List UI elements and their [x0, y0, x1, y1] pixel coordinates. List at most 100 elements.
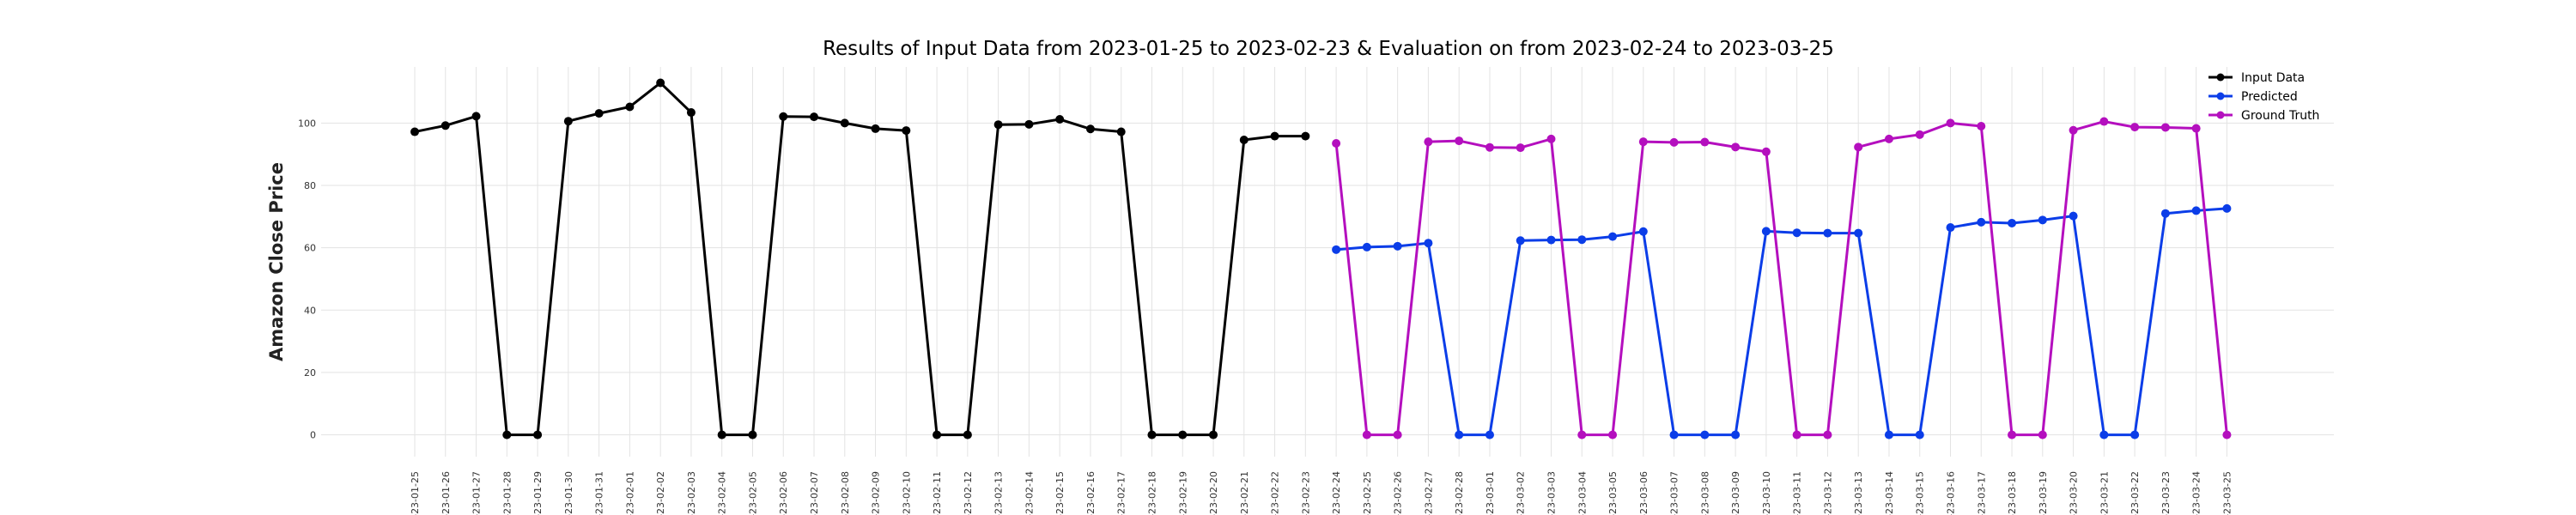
data-point-predicted: [1761, 227, 1771, 236]
x-tick-label: -23-03-11: [1792, 471, 1803, 515]
data-point-input-data: [625, 102, 635, 112]
data-point-predicted: [1546, 235, 1556, 245]
x-tick-label: -23-02-04: [717, 471, 728, 515]
x-tick-label: -23-02-01: [624, 471, 635, 515]
data-point-predicted: [2222, 203, 2232, 213]
x-tick-label: -23-03-23: [2160, 471, 2172, 515]
x-tick-label: -23-02-26: [1393, 471, 1404, 515]
data-point-predicted: [2069, 211, 2078, 221]
data-point-predicted: [1884, 430, 1893, 439]
data-point-ground-truth: [1362, 430, 1371, 439]
chart-title: Results of Input Data from 2023-01-25 to…: [823, 38, 1834, 60]
x-tick-label: -23-02-13: [993, 471, 1005, 515]
x-tick-label: -23-03-09: [1730, 471, 1741, 515]
x-tick-label: -23-02-15: [1054, 471, 1066, 515]
data-point-predicted: [2160, 209, 2170, 218]
data-point-predicted: [1823, 228, 1832, 238]
legend-marker: [2216, 92, 2225, 100]
legend-item-input-data: Input Data: [2208, 71, 2305, 85]
data-point-predicted: [1362, 242, 1371, 251]
x-tick-label: -23-03-14: [1884, 471, 1895, 515]
legend-item-ground-truth: Ground Truth: [2208, 109, 2319, 123]
x-tick-label: -23-02-03: [686, 471, 697, 515]
series-line-predicted: [1335, 207, 2227, 437]
data-point-input-data: [502, 430, 512, 439]
x-tick-label: -23-02-08: [840, 471, 851, 515]
x-tick-label: -23-01-29: [532, 471, 544, 515]
data-point-predicted: [2038, 215, 2047, 225]
data-point-predicted: [1577, 235, 1587, 245]
x-tick-label: -23-03-17: [1976, 471, 1987, 515]
data-point-ground-truth: [2099, 117, 2109, 126]
data-point-ground-truth: [1485, 142, 1494, 152]
data-point-input-data: [963, 430, 972, 439]
data-point-ground-truth: [1455, 136, 1464, 146]
data-point-predicted: [1669, 430, 1679, 439]
data-point-predicted: [1946, 223, 1955, 233]
data-point-predicted: [1332, 245, 1341, 254]
legend-label: Predicted: [2241, 90, 2298, 104]
x-tick-label: -23-02-24: [1331, 471, 1342, 515]
data-point-input-data: [840, 118, 849, 128]
x-tick-label: -23-02-18: [1146, 471, 1157, 515]
x-tick-label: -23-02-22: [1270, 471, 1281, 515]
data-point-input-data: [440, 121, 450, 130]
data-point-input-data: [993, 120, 1003, 130]
y-tick-label: 80: [304, 180, 316, 191]
x-tick-label: -23-01-27: [471, 471, 483, 515]
data-point-input-data: [779, 112, 788, 121]
x-tick-label: -23-02-20: [1208, 471, 1219, 515]
x-tick-label: -23-01-25: [410, 471, 421, 515]
x-tick-label: -23-02-17: [1116, 471, 1127, 515]
data-point-ground-truth: [1731, 142, 1741, 152]
data-point-ground-truth: [1424, 137, 1433, 147]
data-point-ground-truth: [1823, 430, 1832, 439]
y-tick-label: 0: [310, 430, 316, 441]
data-point-predicted: [1424, 239, 1433, 248]
data-point-predicted: [1393, 241, 1402, 251]
data-point-ground-truth: [2191, 124, 2201, 133]
x-tick-label: -23-03-13: [1853, 471, 1864, 515]
x-tick-label: -23-02-28: [1454, 471, 1465, 515]
data-point-ground-truth: [2222, 430, 2232, 439]
data-point-predicted: [1915, 430, 1924, 439]
legend-marker: [2216, 111, 2225, 119]
data-point-predicted: [1700, 430, 1710, 439]
data-point-predicted: [1638, 227, 1648, 236]
data-point-predicted: [2099, 430, 2109, 439]
data-point-ground-truth: [2008, 430, 2017, 439]
series-line-ground-truth: [1334, 120, 2228, 437]
x-tick-label: -23-03-20: [2069, 471, 2080, 515]
data-point-input-data: [871, 124, 880, 133]
data-point-input-data: [933, 430, 942, 439]
data-point-input-data: [1270, 131, 1279, 141]
data-point-input-data: [810, 112, 819, 122]
data-point-input-data: [471, 112, 481, 121]
legend-label: Ground Truth: [2241, 109, 2319, 123]
data-point-predicted: [1977, 217, 1986, 227]
x-tick-label: -23-02-23: [1300, 471, 1311, 515]
x-tick-label: -23-02-14: [1024, 471, 1035, 515]
data-point-input-data: [563, 117, 573, 126]
data-point-input-data: [902, 126, 911, 136]
legend: Input Data Predicted Ground Truth: [2208, 71, 2319, 123]
x-tick-label: -23-01-28: [501, 471, 513, 515]
data-point-input-data: [594, 109, 604, 118]
data-point-ground-truth: [1977, 122, 1986, 131]
data-point-predicted: [1516, 236, 1525, 245]
x-tick-label: -23-03-18: [2007, 471, 2018, 515]
data-point-input-data: [1178, 430, 1188, 439]
x-tick-label: -23-02-25: [1362, 471, 1373, 515]
x-tick-label: -23-03-22: [2129, 471, 2141, 515]
y-tick-label: 40: [304, 305, 316, 316]
data-point-ground-truth: [1546, 134, 1556, 143]
x-tick-label: -23-03-16: [1946, 471, 1957, 515]
x-tick-label: -23-02-27: [1423, 471, 1434, 515]
data-point-ground-truth: [1669, 137, 1679, 147]
x-tick-label: -23-02-11: [932, 471, 943, 515]
x-tick-label: -23-03-04: [1577, 471, 1588, 515]
x-tick-label: -23-03-19: [2038, 471, 2049, 515]
x-tick-label: -23-03-07: [1669, 471, 1680, 515]
x-tick-label: -23-03-03: [1546, 471, 1557, 515]
data-point-input-data: [656, 78, 665, 88]
